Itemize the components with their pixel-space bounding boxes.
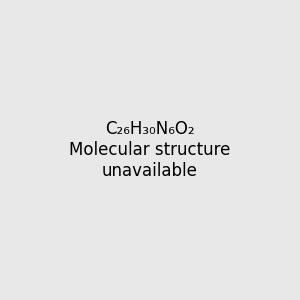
Text: C₂₆H₃₀N₆O₂
Molecular structure
unavailable: C₂₆H₃₀N₆O₂ Molecular structure unavailab… <box>69 120 231 180</box>
